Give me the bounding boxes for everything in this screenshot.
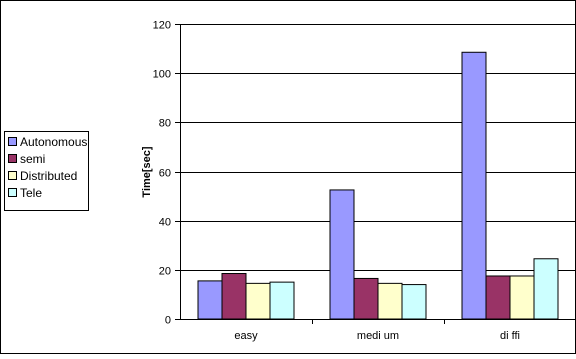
y-tick-label: 100 <box>153 69 171 81</box>
y-tick-label: 80 <box>159 118 171 130</box>
legend-label-tele: Tele <box>20 186 42 200</box>
legend-swatch-distributed <box>8 171 17 180</box>
y-tick-label: 120 <box>153 20 171 32</box>
bar-autonomous-2 <box>461 51 487 320</box>
y-tick-label: 0 <box>165 315 171 327</box>
bar-tele-1 <box>401 284 427 320</box>
grid-layer <box>180 24 576 271</box>
bar-semi-2 <box>485 275 511 320</box>
axis-layer: 0 20 40 60 80 100 120 easy medi um di ffi <box>153 20 576 342</box>
bar-distributed-0 <box>245 282 271 320</box>
legend-label-autonomous: Autonomous <box>20 135 87 149</box>
y-axis-title: Time[sec] <box>141 146 153 197</box>
legend-box <box>4 131 89 211</box>
y-tick-label: 20 <box>159 266 171 278</box>
legend-swatch-semi <box>8 154 17 163</box>
legend: Autonomous semi Distributed Tele <box>4 131 89 211</box>
x-category-label: di ffi <box>500 330 520 342</box>
legend-label-distributed: Distributed <box>20 169 77 183</box>
bar-tele-2 <box>533 258 559 320</box>
legend-swatch-tele <box>8 188 17 197</box>
y-tick-label: 60 <box>159 168 171 180</box>
x-category-label: easy <box>234 330 258 342</box>
bar-tele-0 <box>269 281 295 320</box>
bar-distributed-1 <box>377 282 403 320</box>
bar-semi-1 <box>353 277 379 320</box>
bars-layer <box>197 51 559 320</box>
bar-semi-0 <box>221 273 247 320</box>
legend-label-semi: semi <box>20 152 45 166</box>
legend-swatch-autonomous <box>8 137 17 146</box>
bar-autonomous-0 <box>197 280 223 320</box>
bar-distributed-2 <box>509 275 535 320</box>
x-category-label: medi um <box>357 330 399 342</box>
bar-autonomous-1 <box>329 189 355 320</box>
y-tick-label: 40 <box>159 217 171 229</box>
